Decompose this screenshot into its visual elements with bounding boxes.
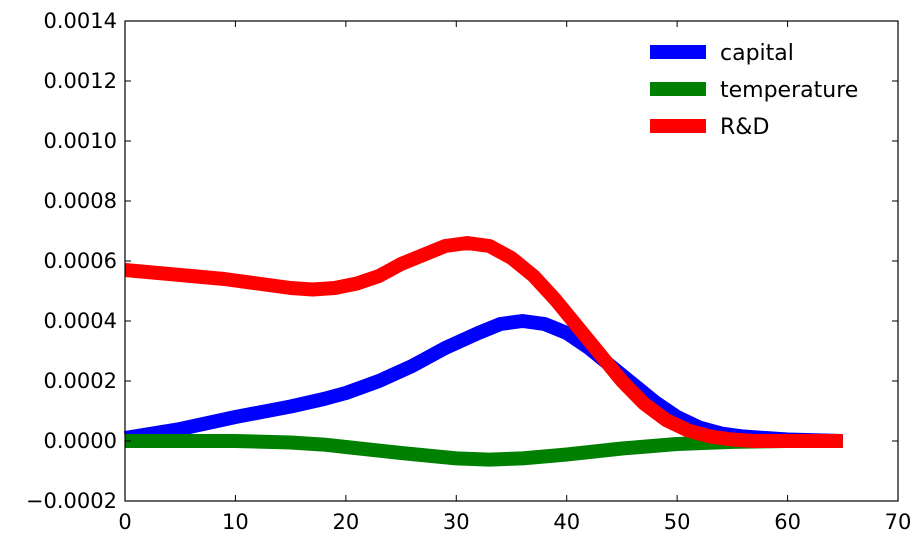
- legend-label-0: capital: [720, 41, 794, 66]
- y-tick-label: 0.0014: [44, 9, 117, 33]
- x-tick-label: 60: [774, 510, 801, 534]
- x-tick-label: 70: [885, 510, 912, 534]
- y-tick-label: 0.0004: [44, 309, 117, 333]
- x-tick-label: 20: [332, 510, 359, 534]
- y-tick-label: 0.0006: [44, 249, 117, 273]
- y-tick-label: 0.0002: [44, 369, 117, 393]
- y-tick-label: 0.0012: [44, 69, 117, 93]
- ticks-layer: 0 10 20 30 40 50 60 70 −0.0002 0.0000 0.0002 0.0004…: [26, 9, 911, 534]
- y-tick-label: −0.0002: [26, 489, 117, 513]
- series-line-1: [125, 434, 843, 467]
- x-tick-label: 0: [118, 510, 131, 534]
- x-tick-label: 50: [664, 510, 691, 534]
- legend: capital temperature R&D: [650, 41, 858, 140]
- y-tick-label: 0.0010: [44, 129, 117, 153]
- x-tick-label: 30: [443, 510, 470, 534]
- legend-label-1: temperature: [720, 78, 858, 103]
- y-tick-label: 0.0008: [44, 189, 117, 213]
- series-layer: [123, 236, 843, 467]
- x-tick-label: 10: [222, 510, 249, 534]
- x-tick-label: 40: [553, 510, 580, 534]
- series-line-2: [124, 236, 843, 448]
- series-line-0: [123, 314, 843, 448]
- y-tick-label: 0.0000: [44, 429, 117, 453]
- legend-label-2: R&D: [720, 115, 769, 140]
